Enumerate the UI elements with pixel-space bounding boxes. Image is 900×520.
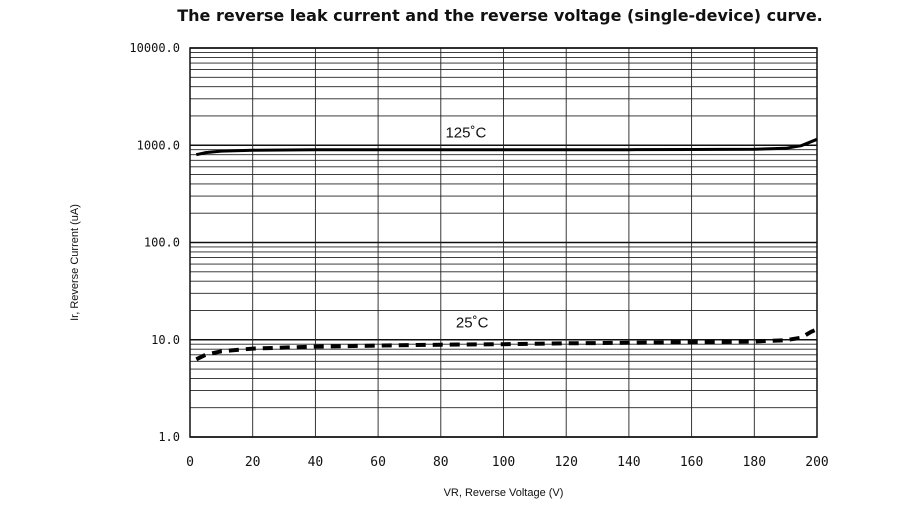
x-tick-label: 180 xyxy=(743,455,766,470)
x-tick-label: 80 xyxy=(433,455,449,470)
x-tick-label: 100 xyxy=(492,455,515,470)
series-line-125c xyxy=(195,137,818,157)
y-tick-label: 1.0 xyxy=(158,430,180,444)
x-tick-label: 60 xyxy=(370,455,386,470)
series-line-25c xyxy=(195,327,818,362)
y-tick-labels: 1.0 10.0 100.0 1000.0 10000.0 xyxy=(129,41,180,444)
y-tick-label: 10000.0 xyxy=(129,41,180,55)
x-axis-label: VR, Reverse Voltage (V) xyxy=(444,487,564,499)
chart-title: The reverse leak current and the reverse… xyxy=(177,6,823,25)
x-tick-label: 40 xyxy=(308,455,324,470)
x-tick-labels: 0 20 40 60 80 100 120 140 160 180 200 xyxy=(186,455,829,470)
y-tick-label: 100.0 xyxy=(144,236,180,250)
x-tick-label: 140 xyxy=(617,455,640,470)
x-tick-label: 0 xyxy=(186,455,194,470)
series-layer: 125˚C 25˚C xyxy=(195,125,818,362)
y-tick-label: 10.0 xyxy=(151,333,180,347)
series-label: 125˚C xyxy=(445,125,486,142)
x-tick-label: 20 xyxy=(245,455,261,470)
x-tick-label: 120 xyxy=(554,455,577,470)
x-tick-label: 200 xyxy=(805,455,828,470)
y-axis-label: Ir, Reverse Current (uA) xyxy=(69,204,81,321)
x-tick-label: 160 xyxy=(680,455,703,470)
plot-frame xyxy=(189,47,818,438)
series-label: 25˚C xyxy=(456,314,489,331)
y-tick-label: 1000.0 xyxy=(137,138,180,152)
